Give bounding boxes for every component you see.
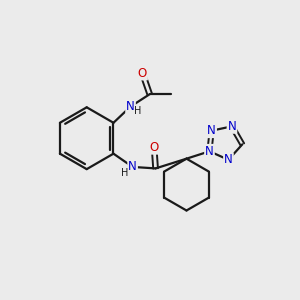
Text: H: H [121,168,128,178]
Text: N: N [205,145,214,158]
Text: H: H [134,106,142,116]
Text: N: N [224,153,233,166]
Text: N: N [228,120,236,133]
Text: O: O [138,67,147,80]
Text: N: N [126,100,135,113]
Text: N: N [207,124,216,137]
Text: N: N [128,160,137,173]
Text: O: O [149,141,159,154]
